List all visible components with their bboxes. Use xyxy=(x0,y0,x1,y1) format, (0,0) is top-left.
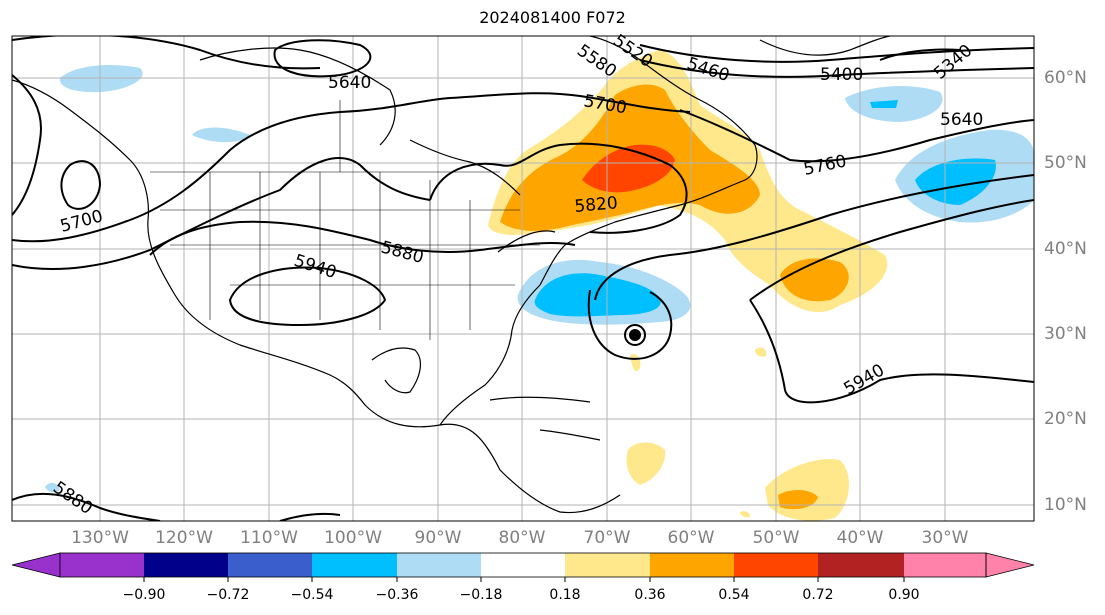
lon-label-110w: 110°W xyxy=(240,528,298,548)
coastlines xyxy=(12,36,891,514)
colorbar-tick-label: −0.72 xyxy=(206,587,250,603)
colorbar-tick-label: −0.36 xyxy=(375,587,419,603)
lat-label-60n: 60°N xyxy=(1044,68,1087,88)
colorbar-extend-low xyxy=(11,552,61,578)
lat-label-50n: 50°N xyxy=(1044,153,1087,173)
contour-label: 5820 xyxy=(574,193,619,217)
map-border xyxy=(11,35,1035,522)
lon-label-100w: 100°W xyxy=(324,528,382,548)
lon-label-60w: 60°W xyxy=(667,528,715,548)
colorbar-bin xyxy=(228,553,312,577)
lat-label-10n: 10°N xyxy=(1044,495,1087,515)
colorbar-bin xyxy=(904,553,986,577)
colorbar-tick-label: −0.18 xyxy=(459,587,503,603)
lon-label-90w: 90°W xyxy=(414,528,462,548)
colorbar-bin xyxy=(144,553,228,577)
anomaly-shading xyxy=(45,50,1034,521)
lat-label-30n: 30°N xyxy=(1044,324,1087,344)
colorbar-tick-label: −0.54 xyxy=(290,587,334,603)
lon-label-50w: 50°W xyxy=(752,528,800,548)
colorbar-bin xyxy=(565,553,650,577)
colorbar-tick-label: 0.36 xyxy=(634,587,666,603)
contour-label: 5400 xyxy=(820,65,863,85)
graticule xyxy=(12,36,1034,521)
colorbar xyxy=(11,552,1035,582)
lon-label-40w: 40°W xyxy=(836,528,884,548)
lon-label-130w: 130°W xyxy=(71,528,129,548)
colorbar-bin xyxy=(60,553,144,577)
lon-label-120w: 120°W xyxy=(155,528,213,548)
colorbar-bin xyxy=(734,553,818,577)
colorbar-tick-label: −0.90 xyxy=(122,587,166,603)
colorbar-bin xyxy=(818,553,904,577)
colorbar-bin xyxy=(397,553,481,577)
contour-label: 5640 xyxy=(328,73,371,93)
contour-label: 5640 xyxy=(940,110,983,130)
height-contours xyxy=(12,36,1034,521)
colorbar-tick-label: 0.18 xyxy=(549,587,581,603)
lon-label-70w: 70°W xyxy=(583,528,631,548)
colorbar-bin xyxy=(481,553,565,577)
colorbar-tick-label: 0.54 xyxy=(718,587,750,603)
colorbar-bin xyxy=(650,553,734,577)
lat-label-20n: 20°N xyxy=(1044,409,1087,429)
colorbar-bin xyxy=(312,553,397,577)
lat-label-40n: 40°N xyxy=(1044,239,1087,259)
colorbar-tick-label: 0.72 xyxy=(802,587,834,603)
colorbar-tick-label: 0.90 xyxy=(888,587,920,603)
lon-label-80w: 80°W xyxy=(498,528,546,548)
colorbar-extend-high xyxy=(985,552,1035,578)
lon-label-30w: 30°W xyxy=(921,528,969,548)
map-title: 2024081400 F072 xyxy=(479,8,626,27)
